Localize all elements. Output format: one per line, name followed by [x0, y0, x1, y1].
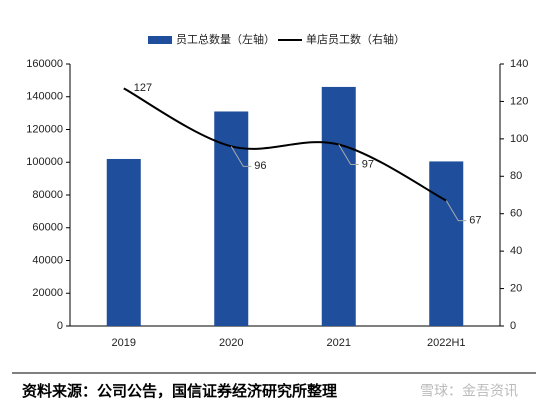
bar — [321, 86, 356, 326]
y-tick-label: 80000 — [32, 189, 63, 201]
label-leader — [445, 200, 467, 222]
bar — [429, 161, 464, 326]
source-note: 资料来源：公司公告，国信证券经济研究所整理 — [22, 382, 337, 400]
y-tick-label: 40000 — [32, 254, 63, 266]
x-tick-label: 2022H1 — [427, 337, 466, 349]
bar — [214, 111, 249, 326]
data-label: 67 — [469, 215, 481, 227]
data-label: 97 — [362, 158, 374, 170]
x-tick-label: 2019 — [112, 337, 136, 349]
y2-tick-label: 40 — [510, 245, 522, 257]
data-label: 96 — [254, 160, 266, 172]
y2-tick-label: 100 — [510, 133, 528, 145]
legend-label: 员工总数量（左轴） — [176, 32, 275, 46]
data-label: 127 — [134, 82, 152, 94]
label-leader — [338, 144, 359, 165]
y2-tick-label: 60 — [510, 208, 522, 220]
y2-tick-label: 140 — [510, 58, 528, 70]
label-leader — [230, 146, 252, 167]
y-tick-label: 100000 — [26, 156, 63, 168]
y-tick-label: 160000 — [26, 58, 63, 70]
x-tick-label: 2021 — [327, 337, 351, 349]
y2-tick-label: 80 — [510, 170, 522, 182]
line — [123, 87, 447, 202]
watermark: 雪球：金吾资讯 — [420, 383, 518, 399]
legend-label: 单店员工数（右轴） — [306, 32, 405, 46]
y2-tick-label: 120 — [510, 95, 528, 107]
legend-swatch — [148, 36, 172, 44]
y-tick-label: 60000 — [32, 222, 63, 234]
y-tick-label: 120000 — [26, 123, 63, 135]
y2-tick-label: 0 — [510, 320, 516, 332]
bar — [106, 158, 141, 326]
x-tick-label: 2020 — [219, 337, 243, 349]
y-tick-label: 20000 — [32, 287, 63, 299]
y-tick-label: 0 — [57, 320, 63, 332]
y-tick-label: 140000 — [26, 91, 63, 103]
y2-tick-label: 20 — [510, 282, 522, 294]
